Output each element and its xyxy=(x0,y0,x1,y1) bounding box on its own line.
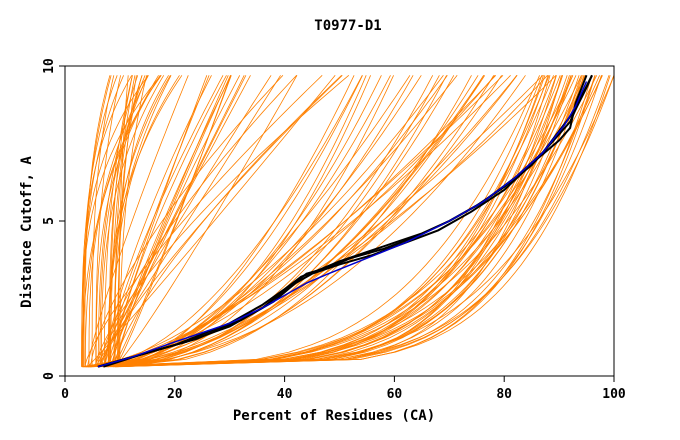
x-axis-label: Percent of Residues (CA) xyxy=(233,408,435,424)
model-curve xyxy=(104,75,611,368)
chart-title: T0977-D1 xyxy=(314,18,381,34)
model-curve xyxy=(103,75,543,368)
model-curve xyxy=(82,75,112,367)
y-axis-label: Distance Cutoff, A xyxy=(19,156,35,308)
model-curve xyxy=(84,75,563,368)
model-curve xyxy=(107,75,544,368)
axis-ticks: 0 20 40 60 80 100 0 5 10 xyxy=(42,58,626,402)
model-curve xyxy=(104,75,363,368)
model-curve xyxy=(98,75,371,368)
model-curve xyxy=(114,75,549,368)
model-curve xyxy=(90,75,550,368)
model-curve xyxy=(83,75,124,367)
y-tick-label: 5 xyxy=(42,217,57,225)
model-curve xyxy=(104,75,212,367)
model-curve xyxy=(93,75,414,368)
model-curve xyxy=(94,75,281,367)
model-curve xyxy=(110,75,136,367)
model-curve xyxy=(82,75,615,368)
model-curve xyxy=(115,75,593,368)
model-curve xyxy=(112,75,610,368)
model-curve xyxy=(98,75,440,368)
model-curve xyxy=(106,75,495,368)
model-curve xyxy=(104,75,551,368)
model-curve xyxy=(108,75,422,368)
model-curve xyxy=(107,75,580,368)
model-curve xyxy=(84,75,323,367)
model-curve xyxy=(95,75,121,367)
model-curve xyxy=(90,75,284,367)
model-curve xyxy=(100,75,548,368)
blue-highlight-series xyxy=(97,81,588,368)
model-curve xyxy=(88,75,162,367)
model-curve xyxy=(114,75,298,367)
y-tick-label: 10 xyxy=(42,58,57,74)
x-tick-label: 80 xyxy=(496,387,512,402)
model-curve xyxy=(85,75,518,368)
model-curve xyxy=(90,75,496,368)
model-curve xyxy=(102,75,391,368)
model-curve xyxy=(106,75,434,368)
model-curve xyxy=(87,75,189,367)
model-curve xyxy=(90,75,561,368)
model-curve xyxy=(109,75,133,367)
model-curve xyxy=(82,75,546,368)
model-curve xyxy=(84,75,564,368)
x-tick-label: 100 xyxy=(602,387,626,402)
model-curve xyxy=(91,75,115,367)
model-curve xyxy=(90,75,486,368)
model-curve xyxy=(104,75,210,367)
model-curve xyxy=(93,75,582,368)
model-curve xyxy=(99,75,297,367)
model-curve xyxy=(103,75,518,368)
model-curve xyxy=(115,75,241,367)
model-curve xyxy=(109,75,540,368)
model-curve xyxy=(104,75,133,367)
x-tick-label: 40 xyxy=(277,387,293,402)
model-curve xyxy=(107,75,247,367)
model-curve xyxy=(116,75,557,368)
model-curve xyxy=(87,75,603,368)
model-curve xyxy=(86,75,367,368)
model-curve xyxy=(104,75,458,368)
model-curve xyxy=(110,75,229,367)
model-curve xyxy=(86,75,583,368)
model-curve xyxy=(99,75,148,367)
model-curve xyxy=(88,75,479,368)
model-curve xyxy=(100,75,343,367)
model-curve xyxy=(99,75,272,367)
model-curve xyxy=(97,75,245,367)
model-curve xyxy=(82,75,570,368)
model-curve xyxy=(95,75,161,367)
model-curve xyxy=(106,75,504,368)
model-curve xyxy=(85,75,526,368)
model-curve xyxy=(115,75,232,367)
plot-area xyxy=(81,74,615,368)
model-curve xyxy=(119,75,485,368)
x-tick-label: 20 xyxy=(167,387,183,402)
x-tick-label: 0 xyxy=(61,387,69,402)
model-curve xyxy=(103,75,484,368)
model-curve xyxy=(81,75,133,367)
model-curve xyxy=(107,75,208,367)
model-curve xyxy=(112,75,596,368)
x-tick-label: 60 xyxy=(387,387,403,402)
model-curve xyxy=(93,75,251,367)
model-curve xyxy=(105,75,394,368)
model-curve xyxy=(94,74,350,367)
model-curve xyxy=(87,75,336,367)
y-tick-label: 0 xyxy=(42,372,57,380)
